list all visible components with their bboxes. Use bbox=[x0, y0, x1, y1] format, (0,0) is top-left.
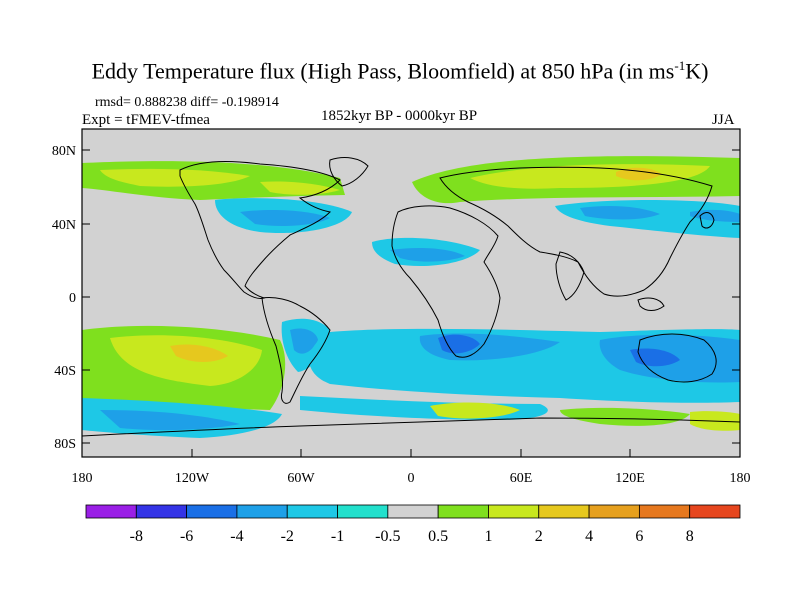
colorbar-swatch bbox=[85, 504, 137, 519]
colorbar-swatch bbox=[588, 504, 640, 519]
colorbar-label: 0.5 bbox=[428, 528, 448, 545]
y-tick-label: 0 bbox=[69, 291, 76, 306]
colorbar-label: 8 bbox=[686, 528, 694, 545]
colorbar-swatch bbox=[286, 504, 338, 519]
colorbar-label: 2 bbox=[535, 528, 543, 545]
colorbar-label: 6 bbox=[635, 528, 643, 545]
colorbar-swatch bbox=[488, 504, 540, 519]
colorbar-label: -2 bbox=[281, 528, 294, 545]
x-tick-label: 120W bbox=[175, 471, 210, 486]
y-tick-label: 40N bbox=[52, 218, 76, 233]
colorbar-swatch bbox=[236, 504, 288, 519]
y-axis-ticks bbox=[82, 149, 740, 444]
stats-label: rmsd= 0.888238 diff= -0.198914 bbox=[95, 95, 279, 110]
colorbar-swatch bbox=[437, 504, 489, 519]
x-axis-ticks bbox=[81, 449, 741, 457]
x-tick-label: 60E bbox=[510, 471, 533, 486]
colorbar-label: -8 bbox=[130, 528, 143, 545]
y-tick-label: 80S bbox=[54, 437, 76, 452]
period-label: 1852kyr BP - 0000kyr BP bbox=[321, 108, 478, 124]
y-tick-label: 40S bbox=[54, 364, 76, 379]
colorbar-label: 4 bbox=[585, 528, 593, 545]
colorbar-label: -1 bbox=[331, 528, 344, 545]
colorbar-swatch bbox=[186, 504, 238, 519]
colorbar-labels: -8 -6 -4 -2 -1 -0.5 0.5 1 2 4 6 8 bbox=[130, 528, 694, 545]
colorbar-label: 1 bbox=[484, 528, 492, 545]
colorbar bbox=[85, 504, 741, 519]
colorbar-swatch bbox=[689, 504, 741, 519]
map-title: Eddy Temperature flux (High Pass, Bloomf… bbox=[91, 58, 709, 84]
colorbar-label: -0.5 bbox=[375, 528, 400, 545]
colorbar-swatch bbox=[638, 504, 691, 519]
colorbar-swatch bbox=[387, 504, 439, 519]
colorbar-label: -4 bbox=[230, 528, 243, 545]
colorbar-label: -6 bbox=[180, 528, 193, 545]
x-tick-label: 0 bbox=[408, 471, 415, 486]
colorbar-swatch bbox=[538, 504, 590, 519]
x-tick-label: 180 bbox=[730, 471, 751, 486]
x-tick-label: 120E bbox=[615, 471, 645, 486]
colorbar-swatch bbox=[135, 504, 188, 519]
season-label: JJA bbox=[712, 112, 735, 128]
colorbar-swatch bbox=[337, 504, 389, 519]
x-tick-label: 60W bbox=[287, 471, 315, 486]
x-tick-label: 180 bbox=[72, 471, 93, 486]
y-tick-label: 80N bbox=[52, 144, 76, 159]
flux-field bbox=[82, 156, 740, 438]
experiment-label: Expt = tFMEV-tfmea bbox=[82, 112, 210, 128]
coastlines bbox=[82, 157, 740, 437]
